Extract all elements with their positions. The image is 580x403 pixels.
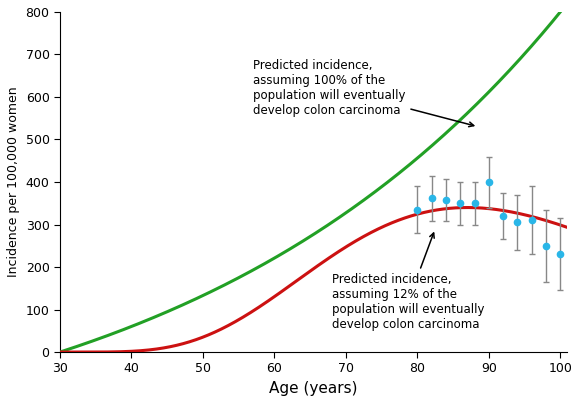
- X-axis label: Age (years): Age (years): [270, 381, 358, 396]
- Text: Predicted incidence,
assuming 100% of the
population will eventually
develop col: Predicted incidence, assuming 100% of th…: [253, 59, 474, 127]
- Text: Predicted incidence,
assuming 12% of the
population will eventually
develop colo: Predicted incidence, assuming 12% of the…: [332, 233, 484, 331]
- Y-axis label: Incidence per 100,000 women: Incidence per 100,000 women: [7, 87, 20, 277]
